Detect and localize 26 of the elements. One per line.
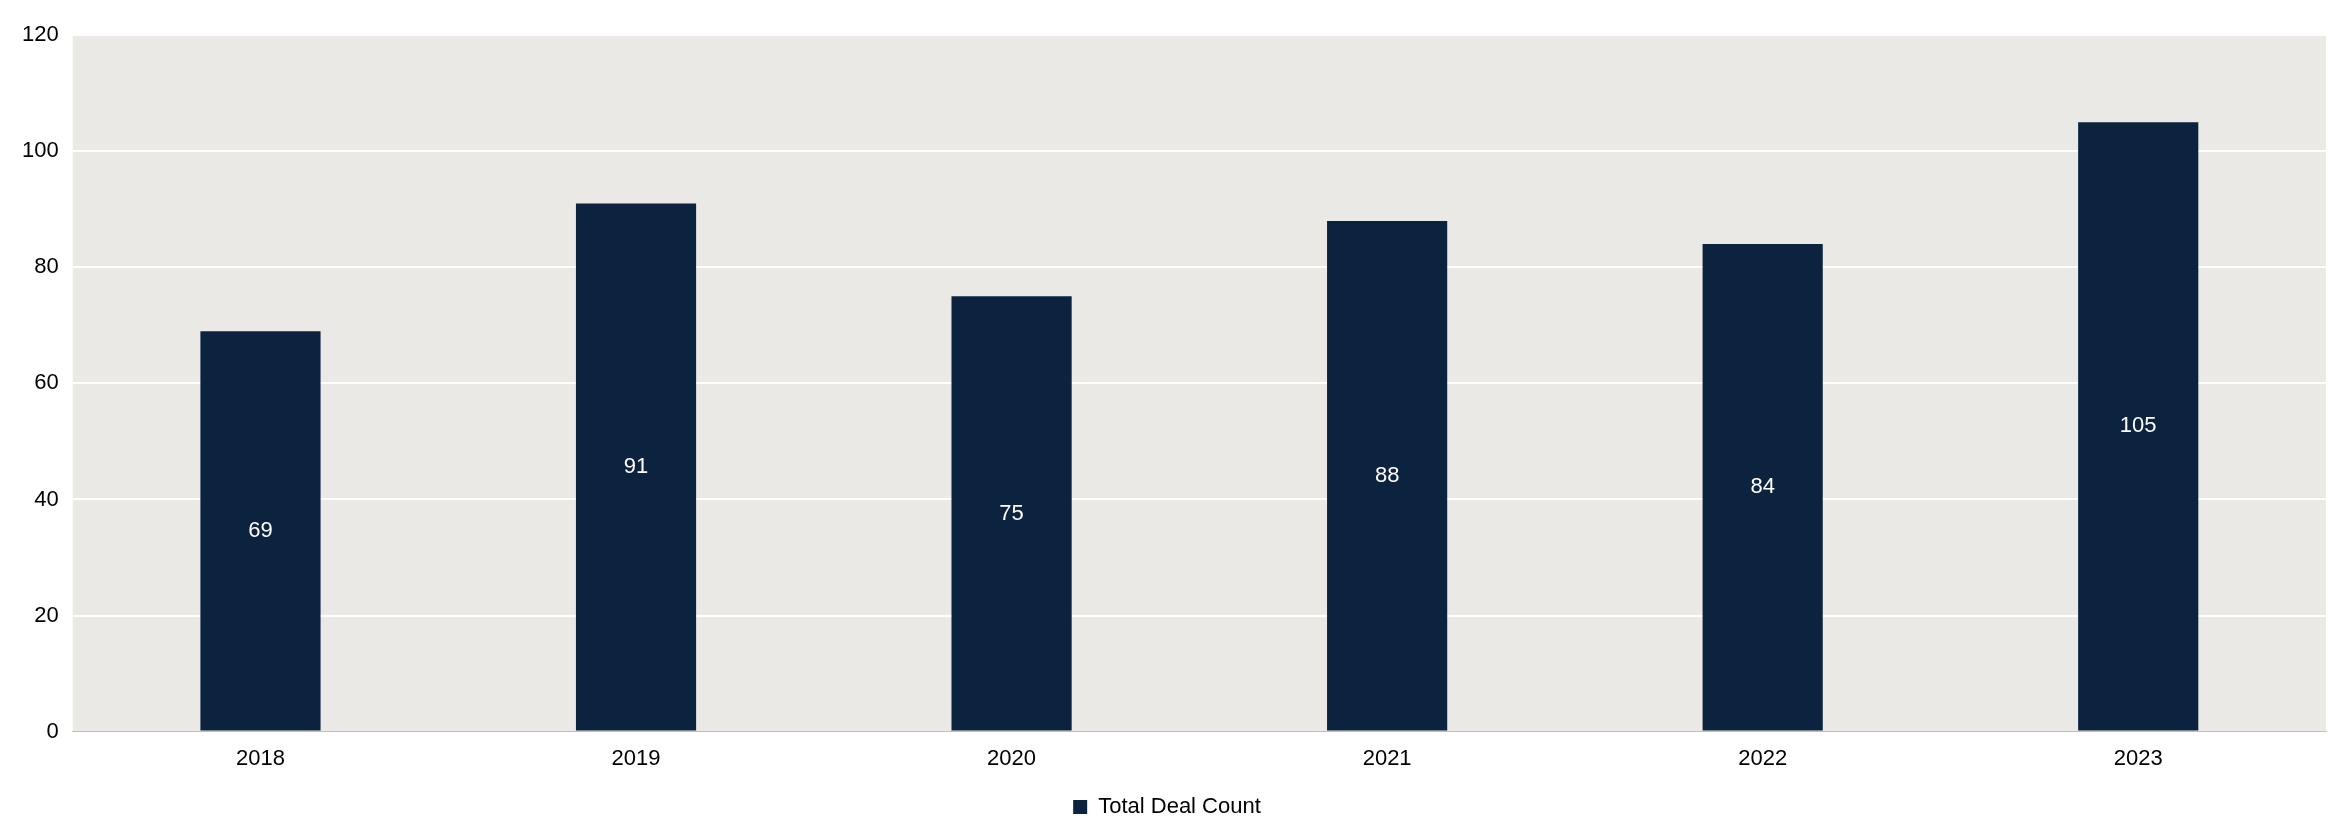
data-label: 69 bbox=[248, 516, 273, 542]
legend-label: Total Deal Count bbox=[1098, 793, 1261, 819]
y-tick-label: 100 bbox=[21, 137, 59, 163]
y-tick-label: 60 bbox=[34, 369, 59, 395]
x-tick-label: 2020 bbox=[987, 744, 1037, 770]
bar bbox=[951, 296, 1072, 731]
bar bbox=[2078, 122, 2199, 731]
y-tick-label: 120 bbox=[21, 21, 59, 47]
x-tick-label: 2018 bbox=[236, 744, 285, 770]
data-label: 91 bbox=[623, 453, 649, 479]
bar bbox=[1327, 220, 1448, 731]
y-tick-label: 80 bbox=[34, 253, 59, 279]
x-tick-label: 2023 bbox=[2113, 744, 2163, 770]
x-tick-label: 2022 bbox=[1738, 744, 1788, 770]
y-tick-label: 40 bbox=[34, 485, 59, 511]
data-label: 105 bbox=[2119, 412, 2157, 438]
bar bbox=[575, 203, 697, 731]
y-tick-label: 0 bbox=[46, 717, 59, 743]
x-tick-label: 2019 bbox=[611, 744, 661, 770]
x-tick-label: 2021 bbox=[1362, 744, 1412, 770]
bar bbox=[1702, 244, 1823, 731]
bar bbox=[200, 331, 321, 731]
data-label: 75 bbox=[999, 499, 1024, 525]
data-label: 84 bbox=[1750, 473, 1775, 499]
y-tick-label: 20 bbox=[34, 601, 59, 627]
data-label: 88 bbox=[1374, 461, 1400, 487]
